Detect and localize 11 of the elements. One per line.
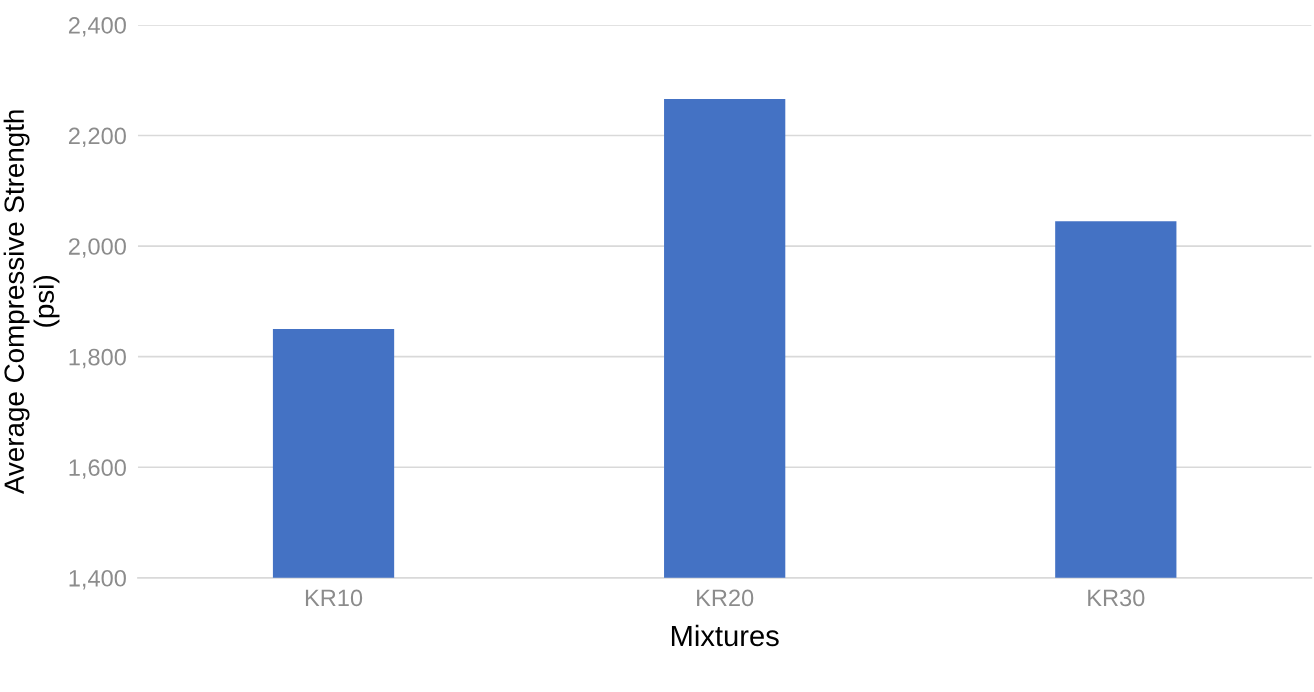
x-tick-label: KR30 <box>1088 589 1145 607</box>
y-tick-label: 2,000 <box>68 238 126 258</box>
y-tick-label: 2,200 <box>68 127 126 148</box>
x-axis-title: Mixtures <box>671 624 779 647</box>
y-tick-label: 2,400 <box>68 16 126 37</box>
y-tick-label: 1,600 <box>69 459 126 479</box>
x-tick-label: KR10 <box>305 589 363 607</box>
y-axis-title: Average Compressive Strength (psi) <box>3 110 60 495</box>
y-tick-label: 1,800 <box>69 348 126 369</box>
x-tick-label: KR20 <box>697 589 754 607</box>
y-tick-label: 1,400 <box>69 569 126 590</box>
